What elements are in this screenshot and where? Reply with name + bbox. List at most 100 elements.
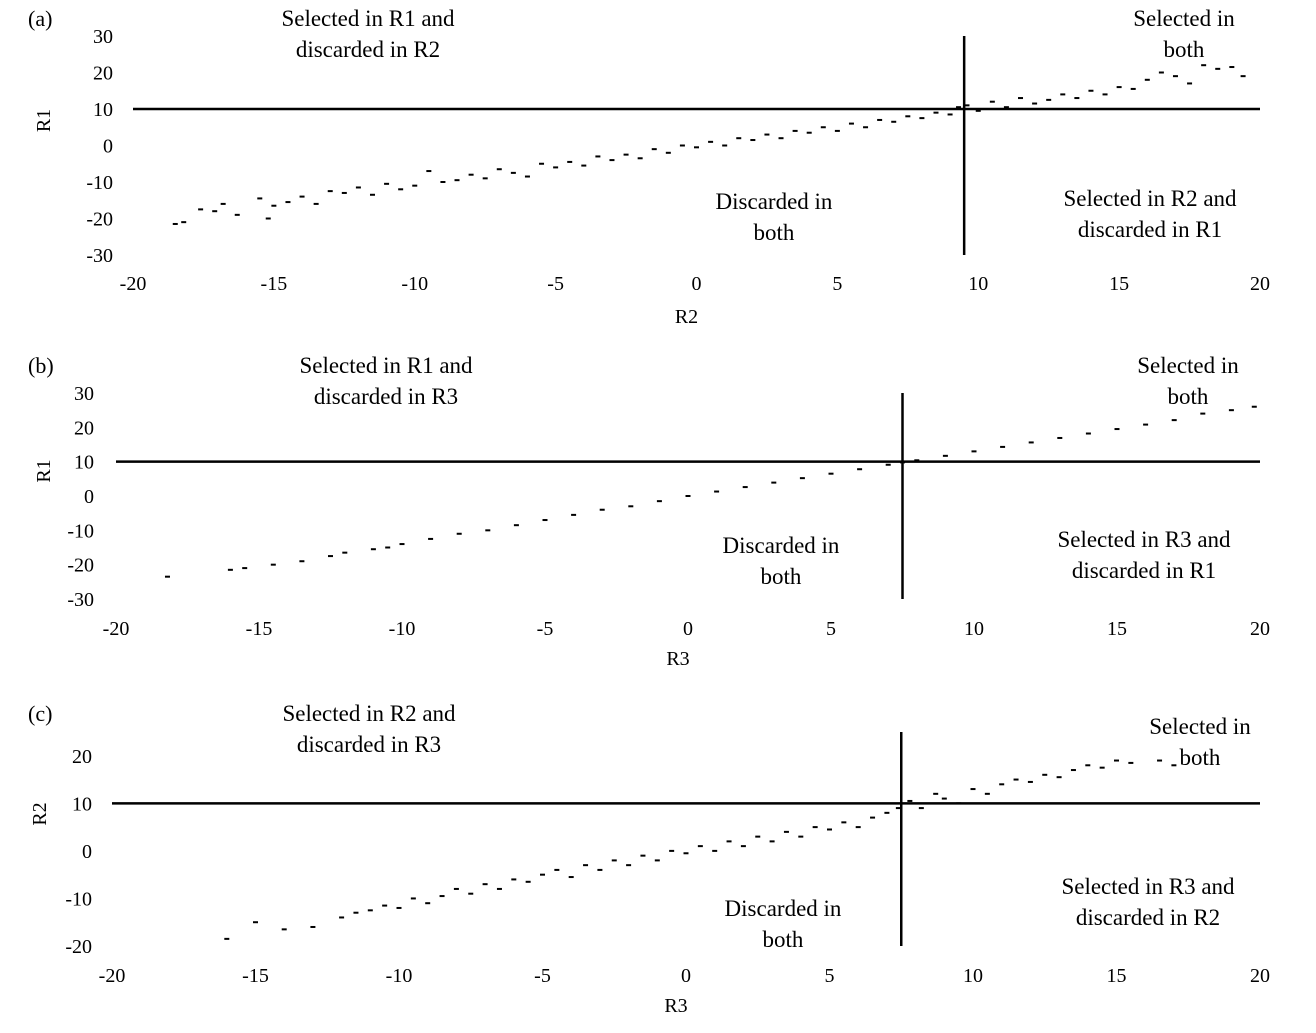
data-point (482, 177, 488, 180)
data-point (1074, 97, 1080, 100)
data-point (1130, 87, 1136, 90)
y-axis-title: R1 (33, 459, 55, 482)
y-tick-label: 20 (93, 63, 113, 85)
data-point (1057, 436, 1063, 439)
data-point (510, 171, 516, 174)
data-point (907, 799, 913, 802)
x-tick-label: 0 (681, 965, 691, 987)
x-tick-label: 15 (1109, 273, 1129, 295)
data-point (708, 140, 714, 143)
data-point (513, 524, 519, 527)
data-point (496, 168, 502, 171)
data-point (439, 895, 445, 898)
data-point (742, 486, 748, 489)
data-point (1144, 78, 1150, 81)
x-tick-label: -5 (537, 618, 554, 640)
data-point (771, 481, 777, 484)
data-point (253, 921, 258, 924)
data-point (792, 129, 798, 132)
data-point (806, 131, 812, 134)
data-point (891, 120, 897, 123)
x-axis-title: R3 (666, 648, 689, 670)
data-point (884, 811, 890, 814)
data-point (299, 195, 305, 198)
data-point (799, 477, 805, 480)
region-label-top-right: both (1168, 384, 1209, 409)
x-tick-label: 10 (963, 965, 983, 987)
data-point (327, 190, 333, 193)
data-point (651, 148, 657, 151)
y-tick-label: 0 (84, 486, 94, 508)
data-point (626, 864, 632, 867)
data-point (227, 568, 233, 571)
data-point (956, 802, 962, 805)
data-point (656, 500, 662, 503)
data-point (812, 826, 818, 829)
data-point (553, 166, 559, 169)
data-point (841, 821, 847, 824)
data-point (736, 137, 742, 140)
data-point (1240, 75, 1246, 78)
region-label-bottom-center: Discarded in (716, 189, 833, 214)
y-tick-label: -20 (67, 555, 94, 577)
region-label-top-right: both (1164, 37, 1205, 62)
data-point (382, 904, 388, 907)
data-point (1228, 409, 1234, 412)
data-point (539, 162, 545, 165)
data-point (740, 845, 746, 848)
data-point (1013, 778, 1019, 781)
data-point (1114, 759, 1119, 762)
data-point (310, 925, 316, 928)
region-label-top-left: Selected in R1 and (299, 353, 473, 378)
x-tick-label: -10 (386, 965, 413, 987)
x-tick-label: 5 (832, 273, 842, 295)
data-point (764, 133, 770, 136)
data-point (857, 468, 863, 471)
x-tick-label: 5 (825, 965, 835, 987)
x-tick-label: -5 (547, 273, 564, 295)
data-point (595, 155, 601, 158)
data-point (511, 878, 517, 881)
data-point (683, 852, 689, 855)
y-tick-label: 30 (93, 26, 113, 48)
data-point (285, 201, 291, 204)
data-point (370, 548, 376, 551)
x-tick-label: 5 (826, 618, 836, 640)
data-point (353, 911, 359, 914)
region-label-top-right: Selected in (1133, 6, 1235, 31)
data-point (482, 883, 488, 886)
data-point (999, 783, 1005, 786)
y-axis-title: R2 (29, 802, 51, 825)
data-point (685, 495, 691, 497)
data-point (827, 828, 832, 831)
data-point (855, 826, 861, 829)
x-tick-label: 15 (1107, 965, 1127, 987)
data-point (339, 916, 345, 919)
data-point (212, 210, 218, 213)
data-point (271, 204, 277, 207)
scatter-panel-a: (a) -20 -15 -10 -5 0 5 10 15 20 30 20 10 0 -10 -20 -30 R2… (28, 6, 1270, 328)
data-point (341, 191, 347, 194)
data-point (1046, 98, 1052, 101)
data-point (694, 146, 699, 149)
data-point (369, 193, 375, 196)
data-point (525, 880, 531, 883)
data-point (679, 144, 685, 147)
data-point (778, 137, 784, 140)
y-tick-label: -30 (67, 589, 94, 611)
data-point (1116, 86, 1122, 89)
region-label-bottom-center: both (763, 927, 804, 952)
data-point (1157, 759, 1163, 762)
y-tick-label: 20 (72, 746, 92, 768)
data-point (654, 859, 660, 862)
data-point (750, 139, 756, 142)
x-axis-title: R3 (664, 995, 687, 1017)
region-label-top-left: discarded in R3 (314, 384, 458, 409)
y-tick-label: -20 (65, 936, 92, 958)
region-label-bottom-center: both (754, 220, 795, 245)
data-point (355, 186, 361, 189)
data-point (456, 532, 462, 535)
data-point (1000, 445, 1006, 448)
data-point (453, 887, 459, 890)
